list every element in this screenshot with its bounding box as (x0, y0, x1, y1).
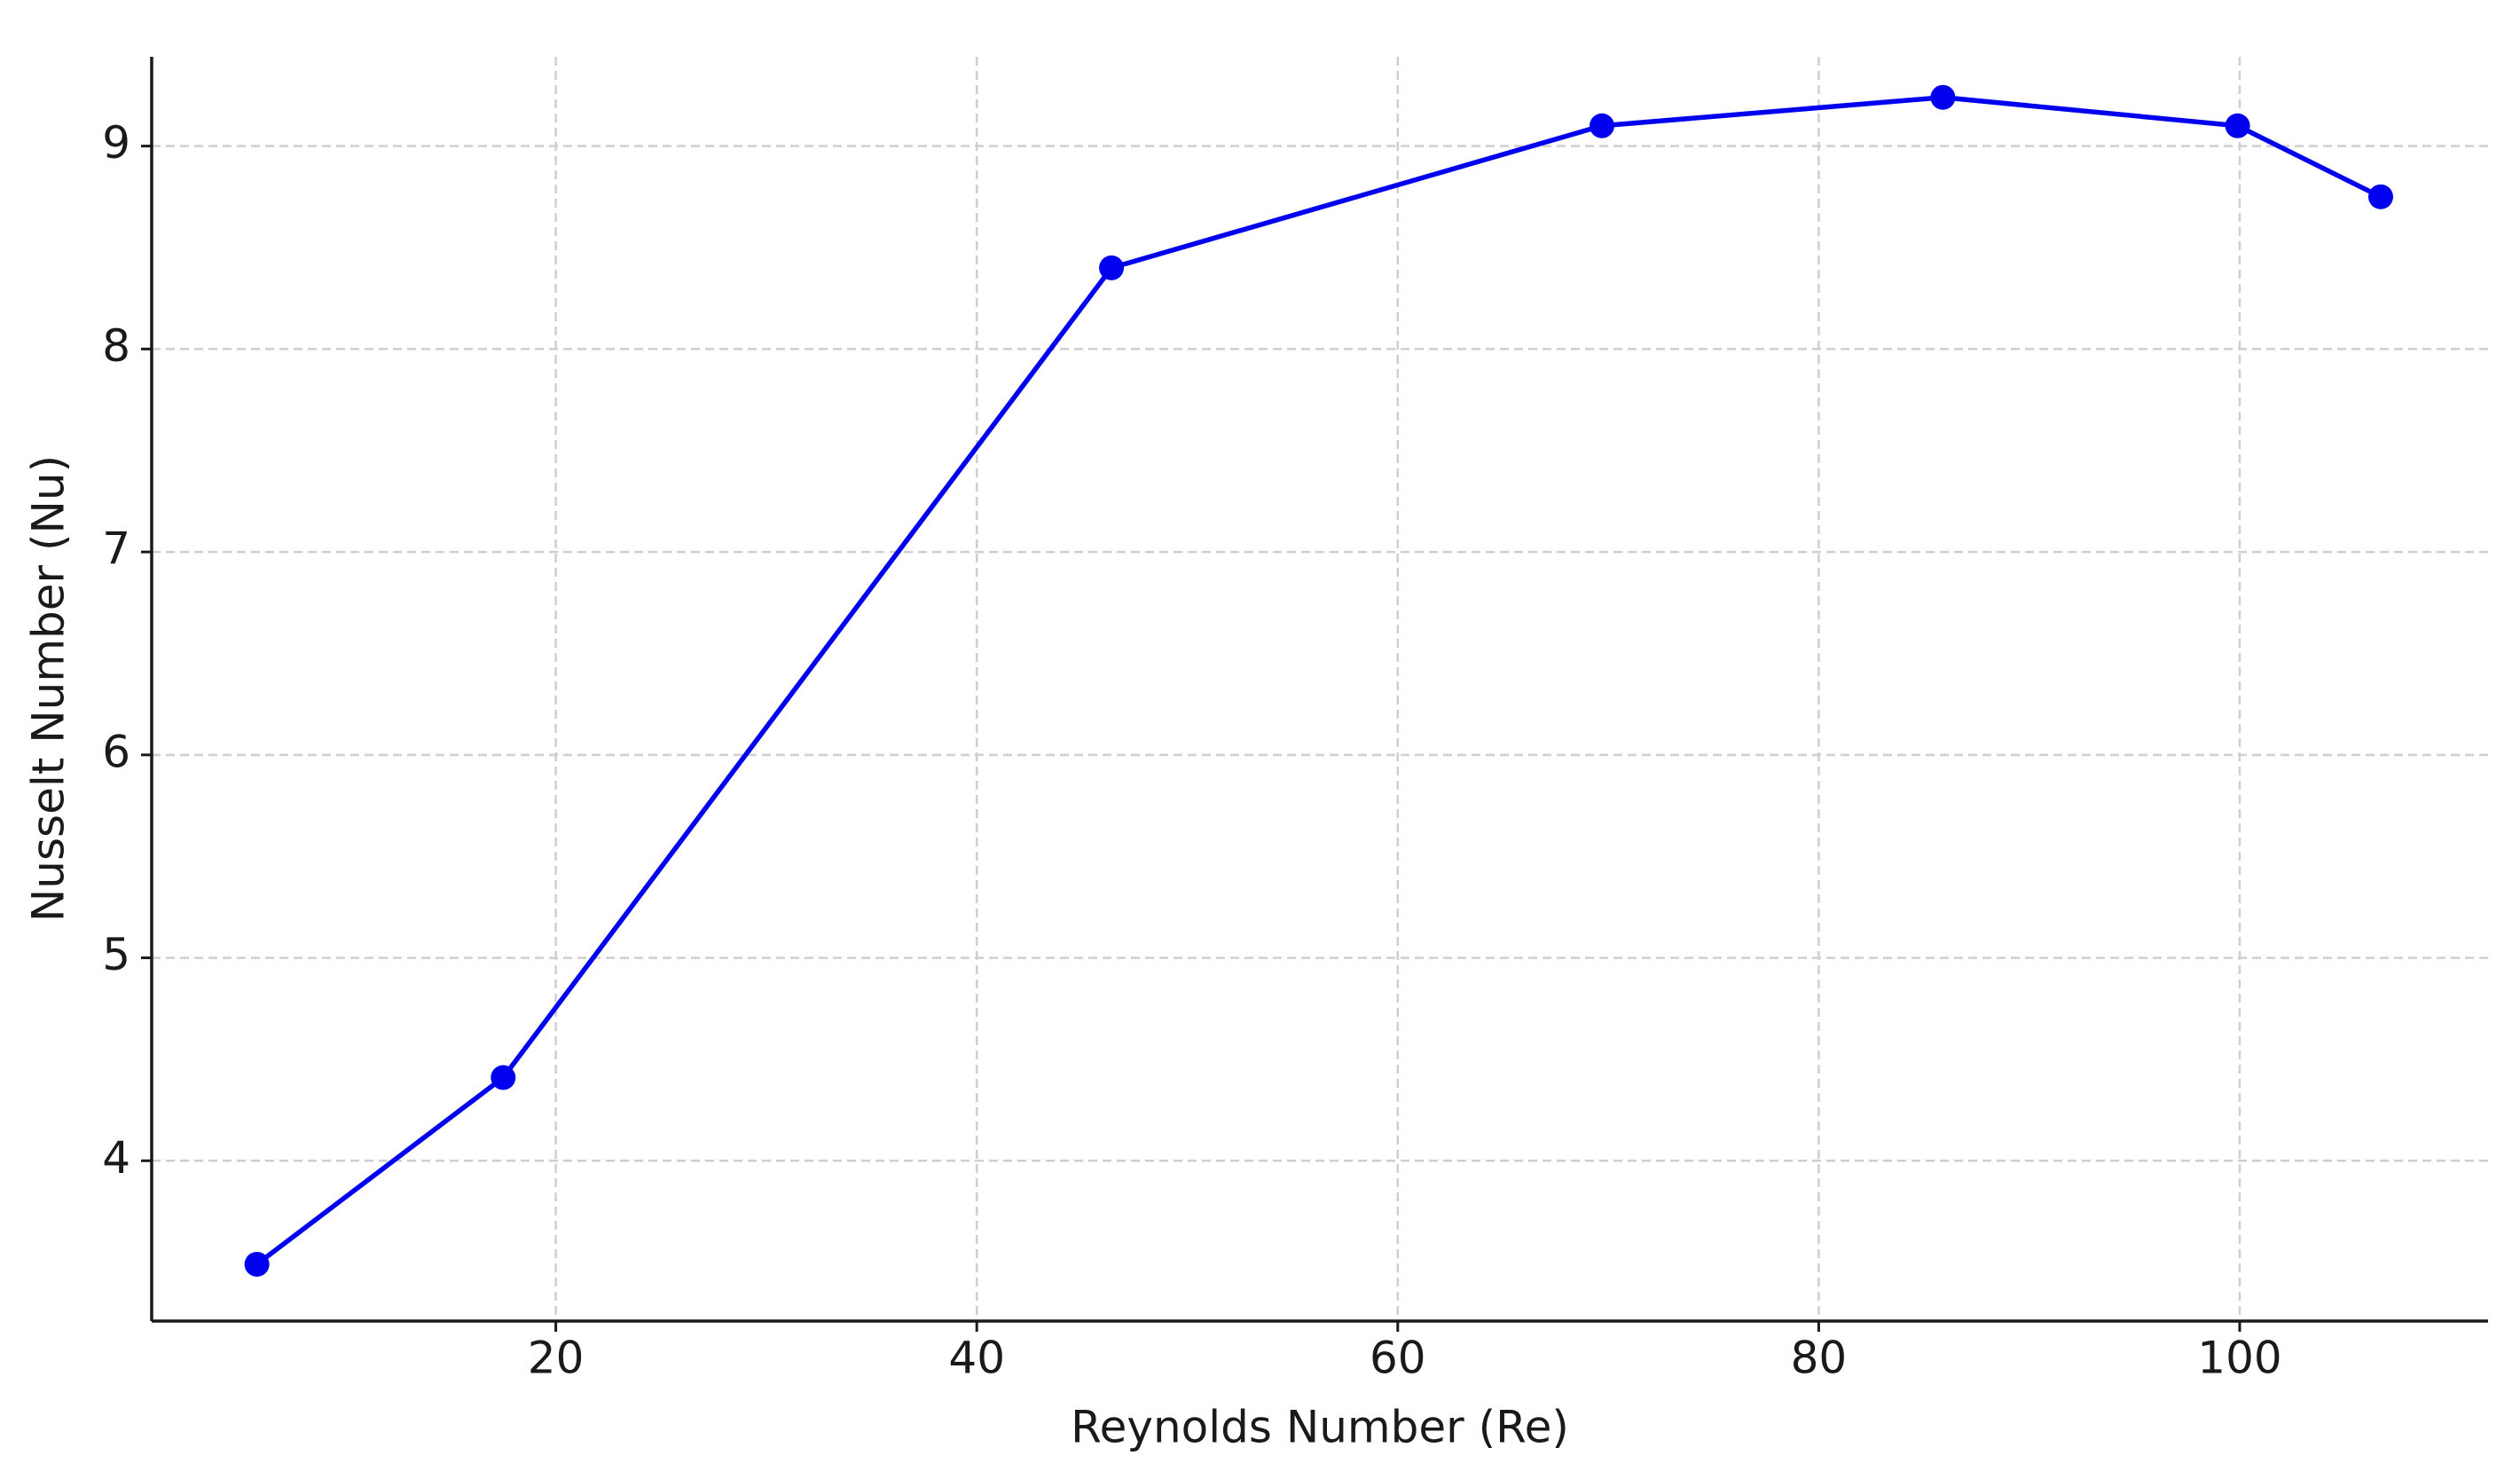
y-tick-label: 6 (102, 726, 130, 777)
y-tick-label: 5 (102, 929, 130, 980)
x-axis-label: Reynolds Number (Re) (1071, 1402, 1569, 1453)
data-point (1930, 84, 1956, 110)
y-tick-label: 9 (102, 117, 130, 169)
x-tick-label: 80 (1791, 1333, 1848, 1384)
y-tick-label: 8 (102, 320, 130, 372)
data-point (1099, 255, 1125, 280)
data-point (491, 1065, 516, 1090)
y-tick-label: 4 (102, 1132, 130, 1184)
data-point (1589, 113, 1614, 138)
y-tick-label: 7 (102, 523, 130, 575)
x-tick-label: 40 (948, 1333, 1005, 1384)
y-axis-label: Nusselt Number (Nu) (23, 455, 75, 922)
x-tick-label: 60 (1370, 1333, 1426, 1384)
data-point (244, 1251, 270, 1277)
data-point (2367, 184, 2393, 209)
x-tick-label: 100 (2197, 1333, 2281, 1384)
data-point (2225, 113, 2250, 138)
data-line (255, 94, 2383, 1267)
x-tick-label: 20 (528, 1333, 585, 1384)
